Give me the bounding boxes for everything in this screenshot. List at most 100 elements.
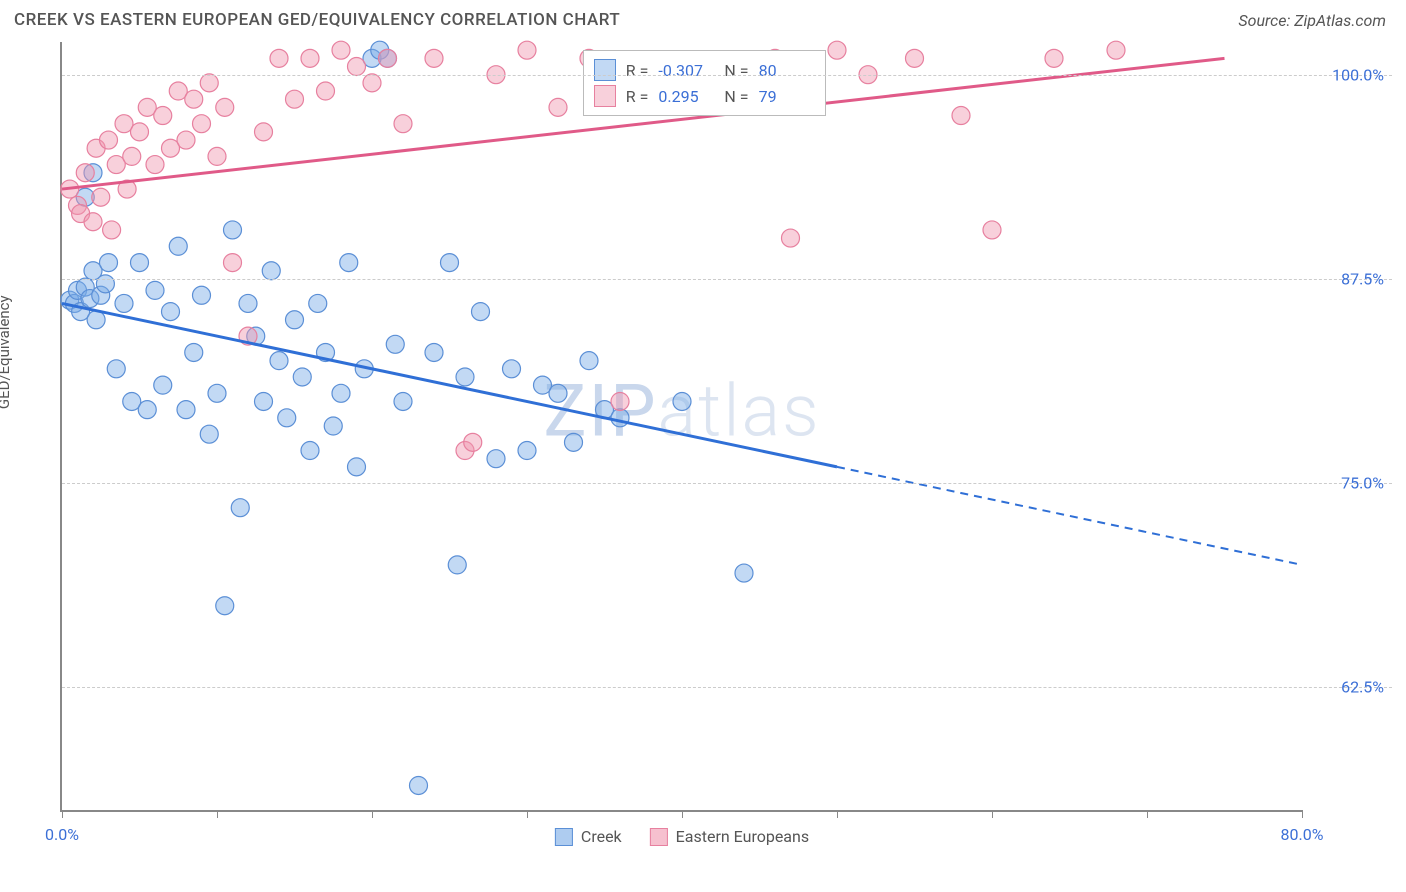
x-tick [837, 810, 838, 818]
data-point [340, 254, 358, 272]
chart-header: CREEK VS EASTERN EUROPEAN GED/EQUIVALENC… [0, 0, 1406, 40]
r-label: R = [626, 87, 649, 106]
data-point [103, 221, 121, 239]
data-point [162, 303, 180, 321]
creek-r-value: -0.307 [658, 61, 714, 80]
data-point [224, 221, 242, 239]
data-point [216, 98, 234, 116]
data-point [317, 82, 335, 100]
data-point [146, 156, 164, 174]
x-tick [527, 810, 528, 818]
data-point [456, 368, 474, 386]
creek-n-value: 80 [759, 61, 815, 80]
data-point [185, 90, 203, 108]
gridline-h [62, 279, 1392, 280]
x-tick [682, 810, 683, 818]
x-tick [372, 810, 373, 818]
legend-item-eastern: Eastern Europeans [650, 827, 809, 846]
scatter-svg [62, 42, 1302, 810]
data-point [363, 74, 381, 92]
data-point [394, 392, 412, 410]
x-tick [1302, 810, 1303, 818]
data-point [200, 74, 218, 92]
data-point [92, 188, 110, 206]
data-point [255, 392, 273, 410]
data-point [208, 147, 226, 165]
chart-area: GED/Equivalency ZIPatlas R = -0.307 N = … [14, 42, 1392, 872]
gridline-h [62, 483, 1392, 484]
data-point [138, 401, 156, 419]
chart-title: CREEK VS EASTERN EUROPEAN GED/EQUIVALENC… [14, 10, 620, 30]
x-tick [1147, 810, 1148, 818]
data-point [216, 597, 234, 615]
data-point [735, 564, 753, 582]
data-point [379, 49, 397, 67]
data-point [270, 352, 288, 370]
legend-item-creek: Creek [555, 827, 622, 846]
data-point [286, 90, 304, 108]
data-point [487, 450, 505, 468]
series-legend: Creek Eastern Europeans [555, 827, 809, 846]
eastern-n-value: 79 [759, 87, 815, 106]
data-point [448, 556, 466, 574]
data-point [906, 49, 924, 67]
data-point [301, 442, 319, 460]
n-label: N = [724, 87, 748, 106]
data-point [518, 442, 536, 460]
data-point [255, 123, 273, 141]
x-tick [992, 810, 993, 818]
data-point [983, 221, 1001, 239]
data-point [828, 41, 846, 59]
data-point [100, 131, 118, 149]
data-point [673, 392, 691, 410]
y-tick-label: 87.5% [1341, 269, 1384, 288]
data-point [154, 376, 172, 394]
data-point [169, 237, 187, 255]
data-point [518, 41, 536, 59]
data-point [76, 164, 94, 182]
y-axis-label: GED/Equivalency [0, 295, 13, 409]
legend-row-eastern: R = 0.295 N = 79 [594, 83, 815, 109]
data-point [262, 262, 280, 280]
eastern-swatch [594, 85, 616, 107]
data-point [224, 254, 242, 272]
data-point [580, 352, 598, 370]
data-point [146, 281, 164, 299]
data-point [309, 294, 327, 312]
x-tick-label: 0.0% [45, 825, 79, 844]
data-point [270, 49, 288, 67]
x-tick [217, 810, 218, 818]
data-point [193, 286, 211, 304]
data-point [503, 360, 521, 378]
trend-line-extension [837, 467, 1302, 565]
data-point [782, 229, 800, 247]
y-tick-label: 75.0% [1341, 474, 1384, 493]
data-point [177, 401, 195, 419]
chart-source: Source: ZipAtlas.com [1238, 11, 1386, 30]
data-point [278, 409, 296, 427]
data-point [193, 115, 211, 133]
data-point [1107, 41, 1125, 59]
data-point [177, 131, 195, 149]
data-point [425, 343, 443, 361]
correlation-legend: R = -0.307 N = 80 R = 0.295 N = 79 [583, 50, 826, 116]
data-point [200, 425, 218, 443]
eastern-r-value: 0.295 [658, 87, 714, 106]
data-point [386, 335, 404, 353]
data-point [154, 107, 172, 125]
legend-label: Creek [581, 827, 622, 846]
creek-swatch-icon [555, 828, 573, 846]
data-point [301, 49, 319, 67]
x-tick-label: 80.0% [1281, 825, 1324, 844]
data-point [549, 384, 567, 402]
data-point [208, 384, 226, 402]
data-point [394, 115, 412, 133]
data-point [185, 343, 203, 361]
eastern-swatch-icon [650, 828, 668, 846]
data-point [1045, 49, 1063, 67]
data-point [332, 384, 350, 402]
data-point [472, 303, 490, 321]
data-point [611, 409, 629, 427]
n-label: N = [724, 61, 748, 80]
data-point [464, 433, 482, 451]
